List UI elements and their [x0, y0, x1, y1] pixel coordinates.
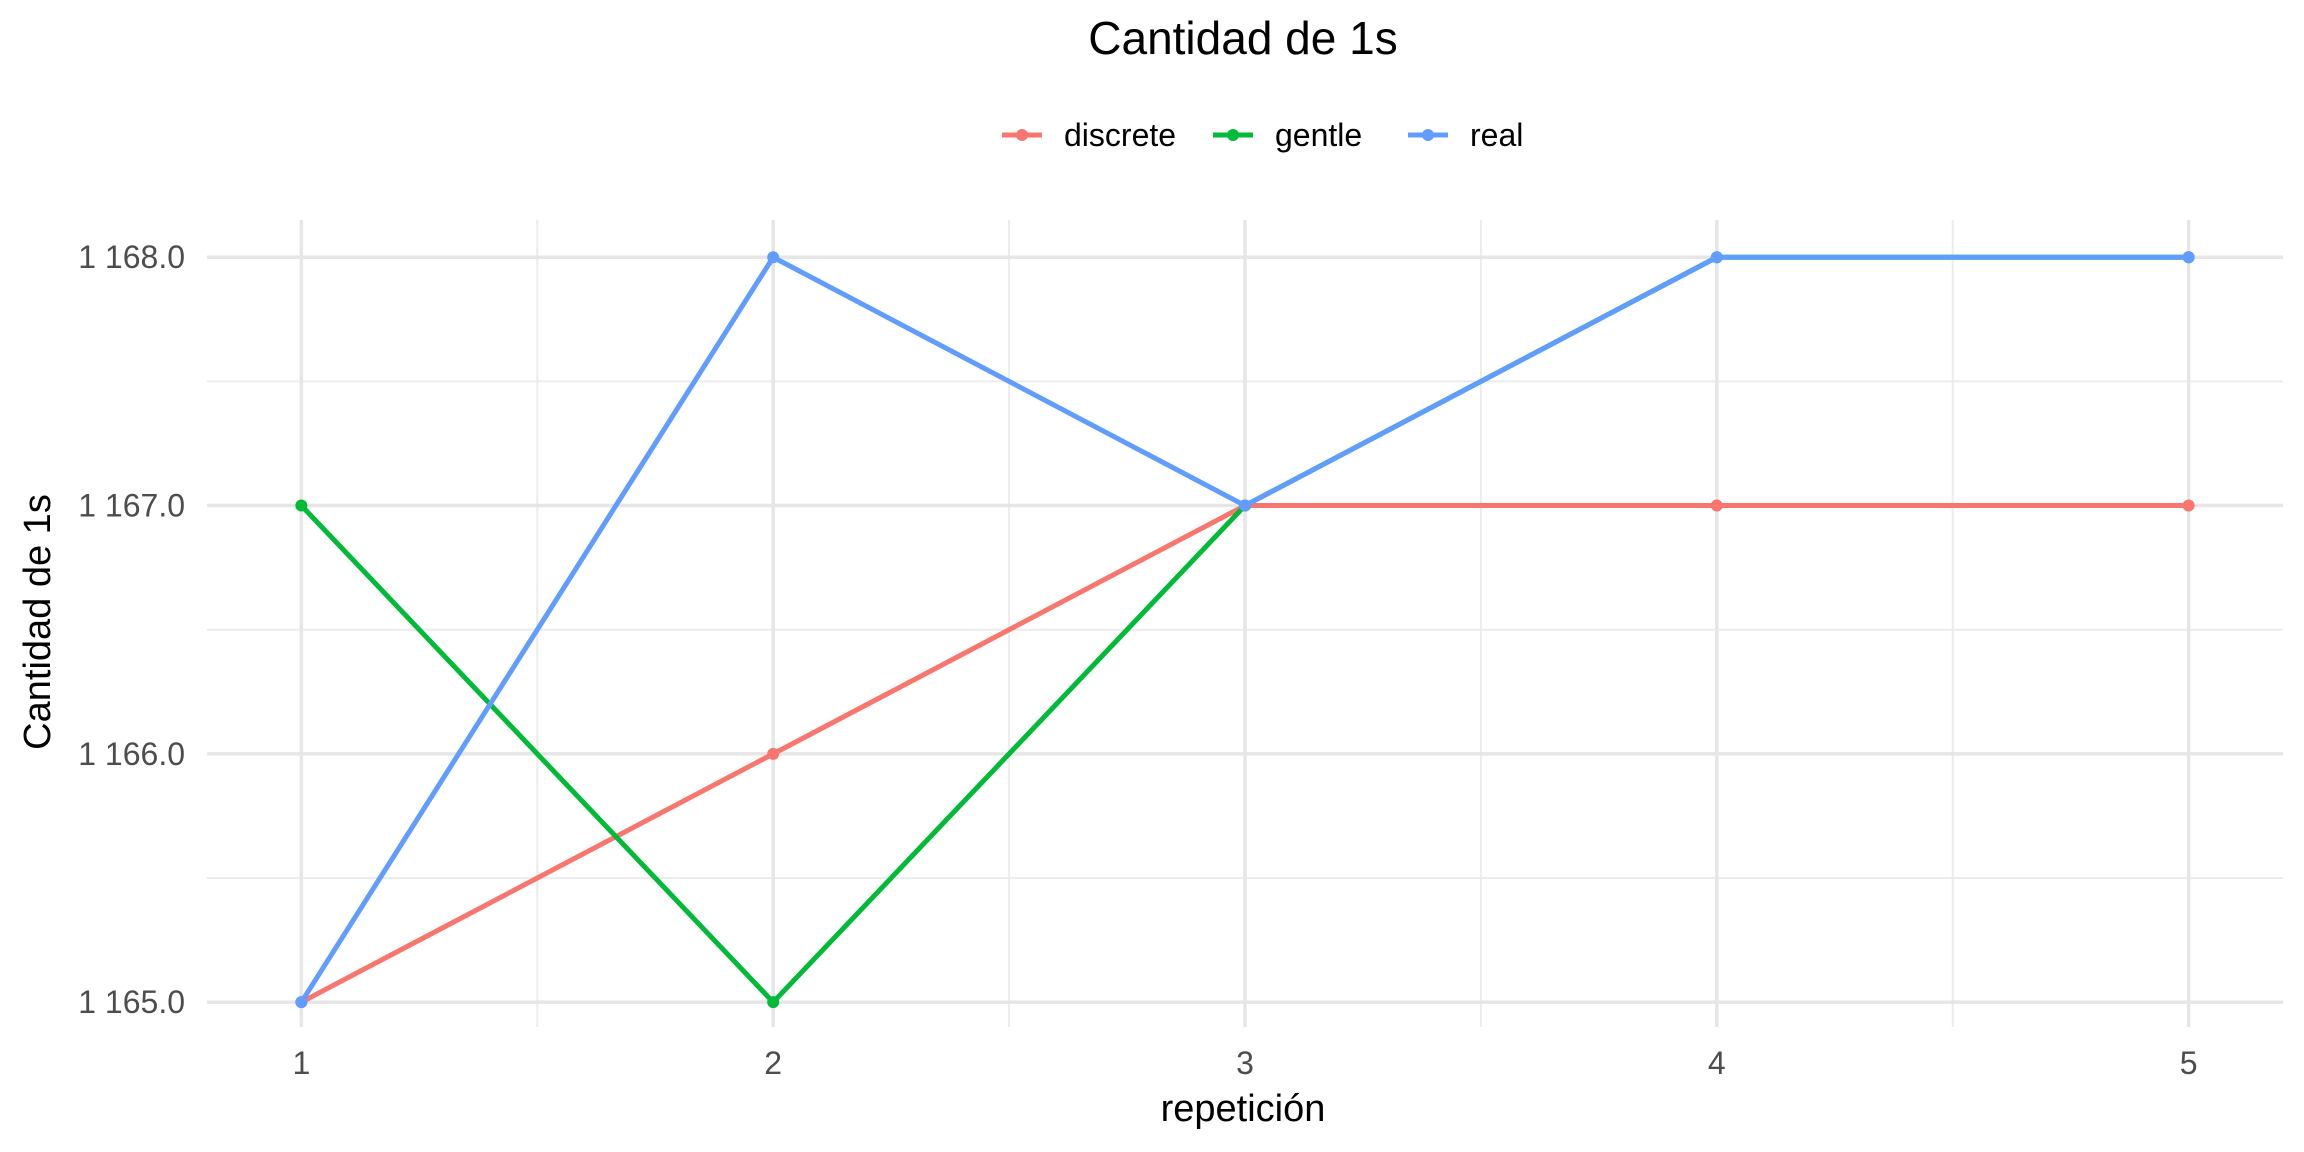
y-axis: 1 165.0 1 166.0 1 167.0 1 168.0	[78, 239, 185, 1020]
x-axis-title: repetición	[1161, 1088, 1326, 1130]
legend: discrete gentle real	[1002, 117, 1523, 153]
legend-key-point	[1227, 129, 1239, 141]
series-real	[295, 251, 2195, 1009]
legend-label: discrete	[1064, 117, 1176, 153]
legend-item-real: real	[1408, 117, 1523, 153]
legend-label: real	[1470, 117, 1523, 153]
data-point	[1710, 499, 1723, 512]
y-axis-title: Cantidad de 1s	[17, 494, 59, 750]
y-tick-label: 1 165.0	[78, 984, 185, 1020]
x-tick-label: 1	[292, 1045, 310, 1081]
x-tick-label: 2	[764, 1045, 782, 1081]
y-tick-label: 1 166.0	[78, 736, 185, 772]
x-tick-label: 3	[1236, 1045, 1254, 1081]
data-point	[1710, 251, 1723, 264]
data-point	[767, 996, 780, 1009]
legend-item-discrete: discrete	[1002, 117, 1176, 153]
x-tick-label: 5	[2180, 1045, 2198, 1081]
x-axis: 1 2 3 4 5	[292, 1045, 2197, 1081]
grid	[207, 220, 2283, 1027]
legend-key-point	[1422, 129, 1434, 141]
legend-item-gentle: gentle	[1213, 117, 1362, 153]
data-point	[2182, 251, 2195, 264]
data-point	[767, 747, 780, 760]
legend-label: gentle	[1275, 117, 1362, 153]
data-point	[295, 499, 308, 512]
y-tick-label: 1 167.0	[78, 488, 185, 524]
data-point	[767, 251, 780, 264]
data-point	[2182, 499, 2195, 512]
chart-title: Cantidad de 1s	[1088, 12, 1397, 64]
legend-key-point	[1016, 129, 1028, 141]
y-tick-label: 1 168.0	[78, 239, 185, 275]
data-point	[295, 996, 308, 1009]
series-group	[295, 251, 2195, 1009]
data-point	[1239, 499, 1251, 512]
x-tick-label: 4	[1708, 1045, 1726, 1081]
